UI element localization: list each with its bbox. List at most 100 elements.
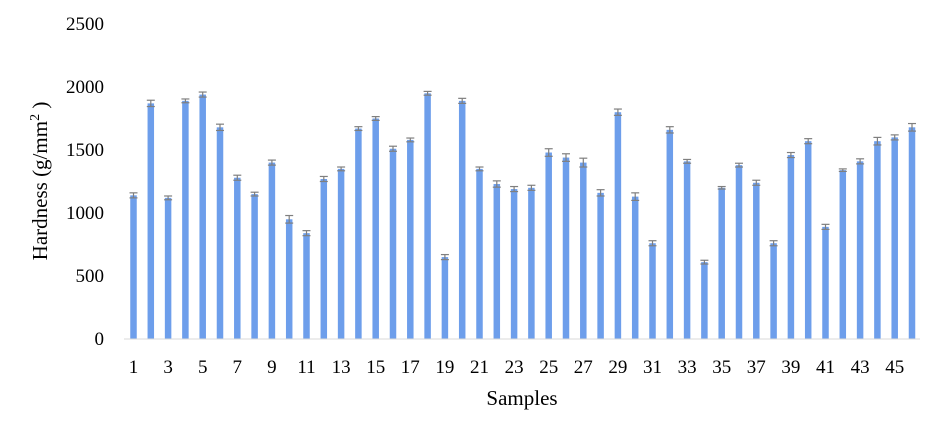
error-bar	[838, 168, 847, 173]
y-axis-title-suffix: )	[28, 102, 52, 114]
error-bar	[735, 162, 743, 168]
bar	[683, 161, 691, 339]
error-bar	[319, 175, 328, 183]
error-bar	[302, 230, 311, 237]
x-tick-label: 39	[781, 357, 800, 378]
bar	[701, 262, 708, 339]
bar	[649, 243, 656, 339]
bar	[839, 170, 847, 339]
bar	[631, 196, 639, 339]
bar	[493, 184, 501, 339]
error-bar	[458, 97, 467, 104]
bar	[856, 161, 864, 339]
bar	[355, 128, 362, 339]
error-bar	[423, 90, 432, 96]
error-bar	[613, 108, 622, 116]
bar	[182, 100, 189, 339]
bar	[372, 118, 379, 339]
bar	[597, 192, 604, 339]
bar	[251, 194, 258, 339]
bar	[285, 219, 293, 339]
bar	[562, 157, 570, 339]
bar	[735, 165, 743, 339]
y-tick-label: 0	[95, 329, 105, 350]
error-bar	[198, 91, 207, 98]
error-bar	[769, 240, 778, 247]
x-tick-label: 15	[366, 357, 385, 378]
error-bar	[873, 136, 882, 146]
bar	[268, 162, 276, 339]
error-bar	[579, 157, 588, 168]
error-bar	[856, 158, 865, 165]
x-tick-label: 1	[129, 357, 139, 378]
y-axis-title-superscript: 2	[28, 114, 43, 121]
error-bar	[475, 166, 484, 172]
bar	[545, 152, 552, 339]
error-bar	[216, 123, 224, 132]
bar	[787, 155, 795, 339]
error-bar	[267, 159, 276, 166]
bar	[389, 148, 397, 339]
error-bar	[717, 185, 726, 190]
error-bar	[250, 191, 259, 197]
error-bar	[406, 137, 415, 143]
bar	[441, 257, 449, 339]
x-tick-label: 23	[505, 357, 524, 378]
x-tick-label: 35	[712, 357, 731, 378]
error-bar	[527, 184, 536, 191]
x-tick-label: 3	[163, 357, 173, 378]
error-bar-series	[129, 90, 916, 265]
error-bar	[371, 116, 380, 121]
error-bar	[285, 214, 294, 224]
x-tick-label: 5	[198, 357, 208, 378]
x-tick-label: 45	[885, 357, 904, 378]
error-bar	[786, 151, 795, 159]
bar	[614, 112, 622, 339]
bar	[147, 103, 155, 339]
bar	[320, 178, 328, 339]
bar	[199, 94, 206, 339]
x-tick-label: 31	[643, 357, 662, 378]
y-axis-title: Hardness (g/mm2 )	[28, 102, 52, 261]
error-bar	[146, 99, 155, 108]
x-tick-label: 17	[401, 357, 420, 378]
error-bar	[164, 195, 173, 201]
x-tick-label: 9	[267, 357, 277, 378]
error-bar	[700, 259, 709, 265]
y-tick-label: 2500	[66, 14, 104, 35]
bar	[891, 137, 898, 339]
y-tick-label: 2000	[66, 77, 104, 98]
bar	[580, 162, 587, 339]
bar-series	[130, 93, 916, 339]
bar	[303, 233, 310, 339]
y-tick-label: 1500	[66, 140, 104, 161]
error-bar	[890, 134, 899, 141]
error-bar	[908, 122, 916, 132]
error-bar	[648, 240, 657, 247]
error-bar	[804, 138, 813, 145]
error-bar	[233, 174, 242, 181]
error-bar	[631, 192, 640, 201]
error-bar	[665, 126, 674, 134]
x-tick-label: 21	[470, 357, 489, 378]
x-tick-label: 11	[297, 357, 315, 378]
bar	[822, 226, 829, 339]
bar	[718, 187, 725, 339]
error-bar	[510, 185, 519, 193]
bar	[908, 127, 916, 339]
x-tick-label: 7	[233, 357, 243, 378]
error-bar	[181, 98, 190, 104]
bar	[510, 189, 518, 339]
bar	[874, 141, 881, 339]
bar	[337, 168, 345, 339]
x-tick-label: 41	[816, 357, 835, 378]
x-tick-label: 19	[435, 357, 454, 378]
bar	[407, 139, 414, 339]
x-tick-label: 33	[678, 357, 697, 378]
error-bar	[129, 192, 138, 199]
error-bar	[752, 179, 761, 186]
error-bar	[596, 189, 605, 197]
error-bar	[683, 158, 692, 164]
